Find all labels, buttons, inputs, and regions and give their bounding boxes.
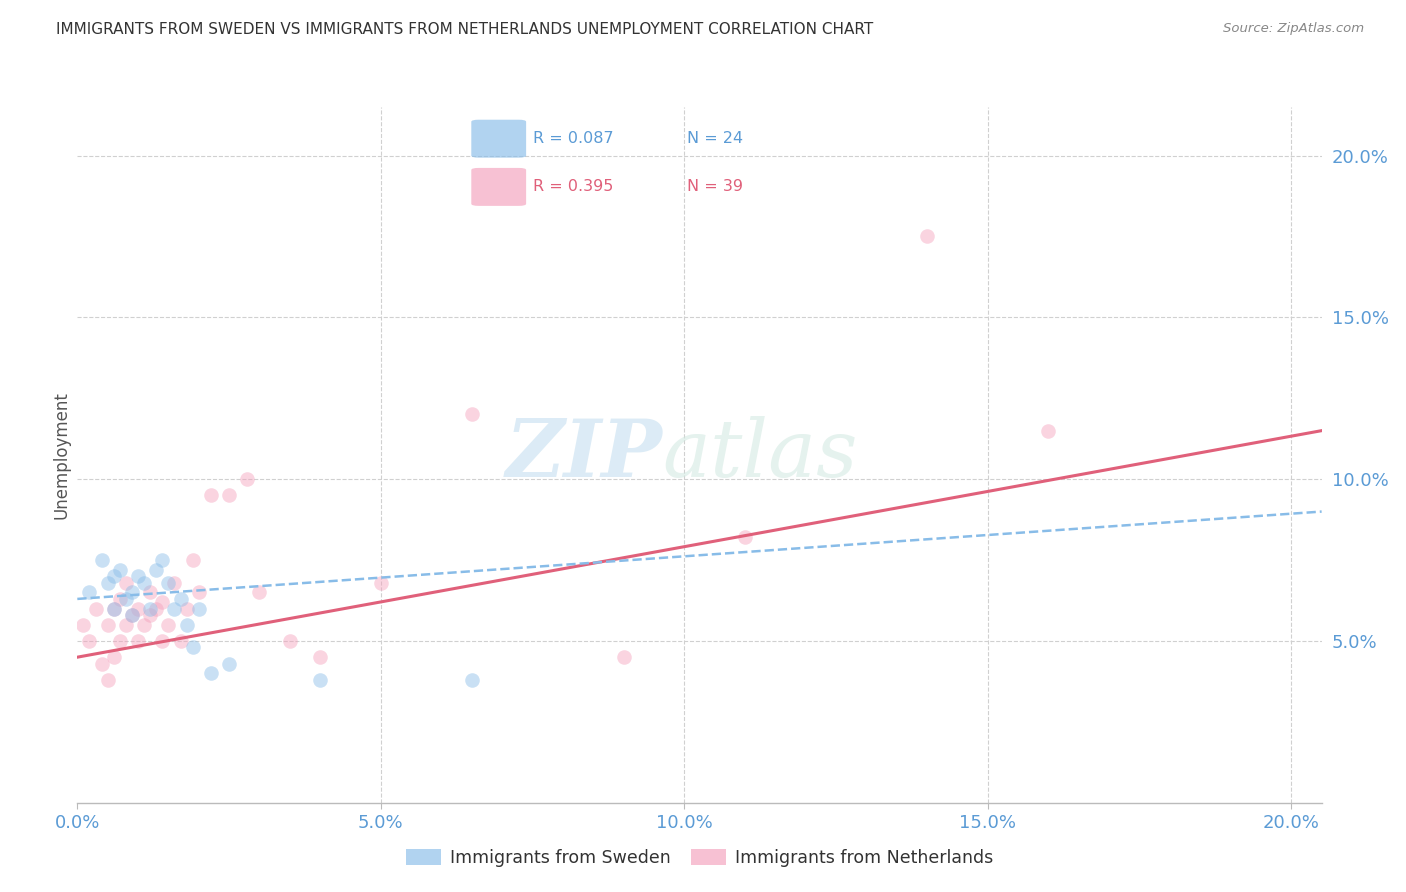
Text: N = 39: N = 39 xyxy=(688,179,742,194)
Point xyxy=(200,666,222,681)
Point xyxy=(218,488,240,502)
Point xyxy=(461,673,484,687)
Point xyxy=(108,634,131,648)
Point xyxy=(150,595,173,609)
Point xyxy=(139,585,162,599)
Point xyxy=(236,472,259,486)
Point xyxy=(132,575,155,590)
Point xyxy=(103,569,125,583)
Point xyxy=(121,585,143,599)
Point xyxy=(249,585,271,599)
Point xyxy=(139,601,162,615)
FancyBboxPatch shape xyxy=(471,168,526,206)
Point xyxy=(157,617,180,632)
Point xyxy=(169,634,191,648)
Point xyxy=(132,617,155,632)
Point xyxy=(370,575,392,590)
Point xyxy=(79,585,101,599)
Point xyxy=(90,657,112,671)
Legend: Immigrants from Sweden, Immigrants from Netherlands: Immigrants from Sweden, Immigrants from … xyxy=(399,842,1000,874)
Point xyxy=(103,601,125,615)
Point xyxy=(613,650,636,665)
Point xyxy=(127,601,149,615)
Point xyxy=(150,553,173,567)
Point xyxy=(309,673,332,687)
Point xyxy=(176,617,198,632)
Point xyxy=(115,575,138,590)
Point xyxy=(187,601,209,615)
Point xyxy=(915,229,938,244)
Point xyxy=(1038,424,1060,438)
Point xyxy=(108,563,131,577)
Point xyxy=(121,608,143,623)
Point xyxy=(145,601,167,615)
Point xyxy=(187,585,209,599)
Point xyxy=(157,575,180,590)
Point xyxy=(103,650,125,665)
Point xyxy=(121,608,143,623)
Point xyxy=(181,640,204,655)
Point xyxy=(115,591,138,606)
Point xyxy=(163,575,186,590)
Point xyxy=(200,488,222,502)
Point xyxy=(127,634,149,648)
Point xyxy=(97,617,120,632)
Point xyxy=(72,617,94,632)
Point xyxy=(127,569,149,583)
Point xyxy=(150,634,173,648)
Point xyxy=(115,617,138,632)
Point xyxy=(97,575,120,590)
Point xyxy=(176,601,198,615)
Point xyxy=(79,634,101,648)
Point xyxy=(181,553,204,567)
Text: ZIP: ZIP xyxy=(505,417,662,493)
Point xyxy=(97,673,120,687)
Text: Source: ZipAtlas.com: Source: ZipAtlas.com xyxy=(1223,22,1364,36)
Text: R = 0.395: R = 0.395 xyxy=(533,179,614,194)
Point xyxy=(309,650,332,665)
Text: IMMIGRANTS FROM SWEDEN VS IMMIGRANTS FROM NETHERLANDS UNEMPLOYMENT CORRELATION C: IMMIGRANTS FROM SWEDEN VS IMMIGRANTS FRO… xyxy=(56,22,873,37)
Point xyxy=(163,601,186,615)
Point xyxy=(90,553,112,567)
Point xyxy=(84,601,107,615)
Point xyxy=(103,601,125,615)
Point xyxy=(218,657,240,671)
Text: R = 0.087: R = 0.087 xyxy=(533,130,614,145)
Text: atlas: atlas xyxy=(662,417,858,493)
FancyBboxPatch shape xyxy=(471,120,526,158)
Point xyxy=(734,531,756,545)
Point xyxy=(145,563,167,577)
Point xyxy=(169,591,191,606)
Point xyxy=(461,408,484,422)
Text: N = 24: N = 24 xyxy=(688,130,744,145)
Point xyxy=(108,591,131,606)
Y-axis label: Unemployment: Unemployment xyxy=(52,391,70,519)
Point xyxy=(278,634,301,648)
Point xyxy=(139,608,162,623)
